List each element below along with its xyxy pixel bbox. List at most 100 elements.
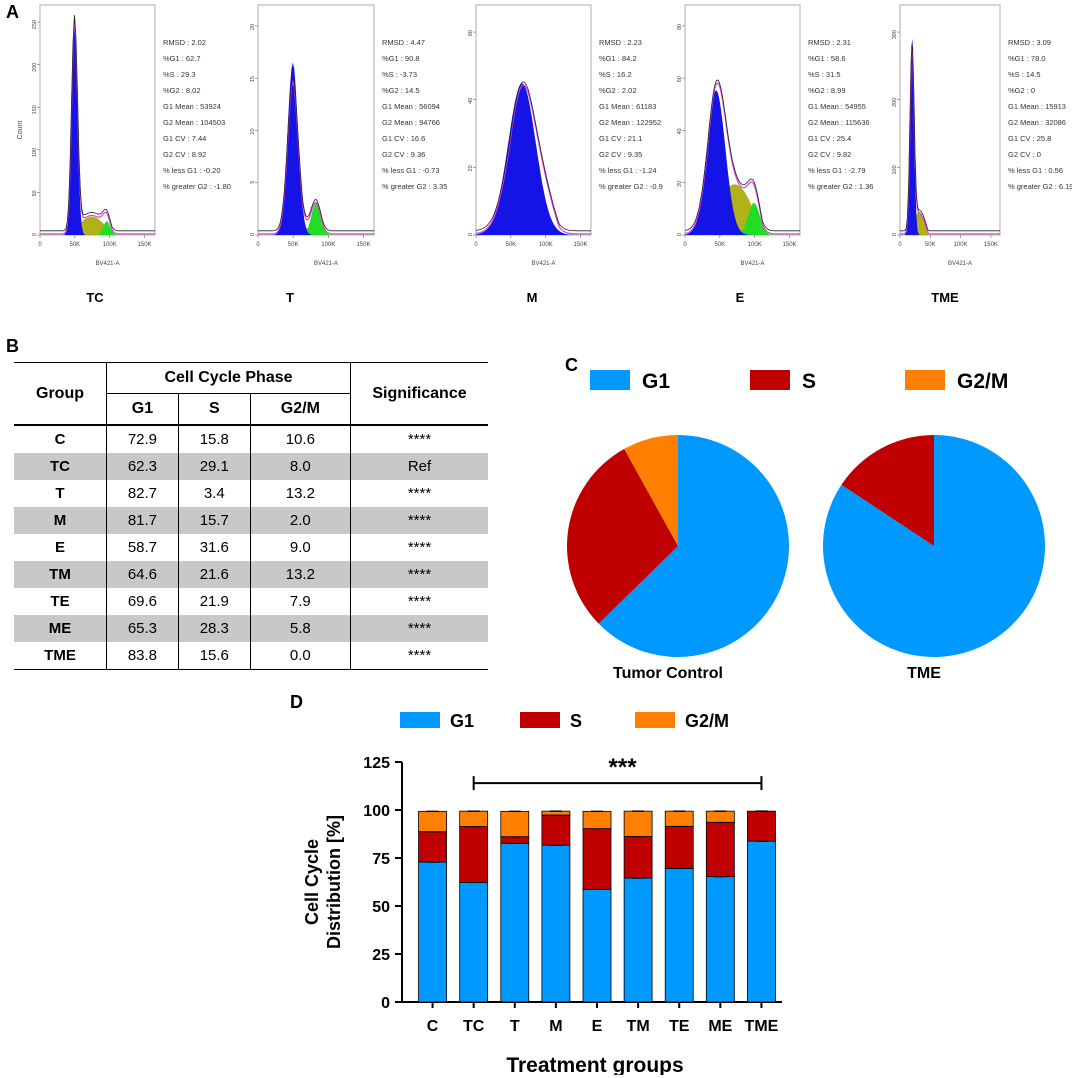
stat-line: %G2 : 0	[1008, 86, 1035, 95]
x-tick-label: T	[510, 1018, 520, 1035]
pie-legend-label: G2/M	[957, 370, 1008, 393]
cell-g2m: 0.0	[249, 642, 351, 670]
cell-g1: 81.7	[106, 507, 179, 534]
flow-plot-tme: 0 100 200 300 0 50K 100K 150K BV421-A RMSD : 3.09…	[892, 4, 1072, 305]
stat-line: %G1 : 84.2	[599, 54, 637, 63]
flow-plot-label: TC	[86, 290, 104, 305]
pie-legend-label: G1	[642, 370, 670, 393]
cell-g1: 83.8	[106, 642, 179, 670]
cell-g2m: 8.0	[249, 453, 351, 480]
x-tick-label: ME	[708, 1018, 732, 1035]
stat-line: % less G1 : -2.79	[808, 166, 866, 175]
y-tick-label: 250	[32, 20, 38, 29]
y-tick-label: 50	[32, 190, 38, 196]
x-axis-label: BV421-A	[531, 261, 555, 267]
bar-s-e	[582, 828, 612, 890]
pie-1: TME	[822, 435, 1045, 682]
model-fit-line	[40, 18, 155, 235]
x-tick-label: 0	[898, 242, 902, 248]
bar-g2m-t	[500, 810, 530, 838]
y-tick-label: 0	[32, 233, 38, 236]
stat-line: G2 CV : 0	[1008, 150, 1041, 159]
cell-sig: ****	[350, 480, 488, 507]
bar-g2m-c	[418, 810, 447, 833]
x-tick-label: 0	[474, 242, 478, 248]
bar-g1-me	[705, 876, 735, 1003]
panel-a-letter: A	[6, 2, 19, 22]
stat-line: G1 CV : 16.6	[382, 134, 425, 143]
g2-phase-fill	[258, 202, 374, 235]
stat-line: G2 Mean : 32086	[1008, 118, 1066, 127]
cell-sig: ****	[350, 642, 488, 670]
x-tick-label: 50K	[715, 242, 726, 248]
stat-line: G1 Mean : 54955	[808, 102, 866, 111]
pie-slice-g1	[598, 435, 789, 657]
stat-line: % greater G2 : 1.36	[808, 182, 873, 191]
cell-s: 31.6	[177, 534, 251, 561]
stat-line: %G2 : 8.99	[808, 86, 846, 95]
cell-sig: ****	[350, 534, 488, 561]
x-tick-label: C	[427, 1018, 439, 1035]
bar-g2m-te	[664, 810, 694, 827]
stat-line: RMSD : 4.47	[382, 38, 425, 47]
x-tick-label: 150K	[984, 242, 998, 248]
stat-line: G1 CV : 25.4	[808, 134, 851, 143]
cell-s: 29.1	[177, 453, 251, 480]
y-tick-label: 40	[468, 98, 474, 104]
x-tick-label: 0	[683, 242, 687, 248]
stat-line: % greater G2 : 3.35	[382, 182, 447, 191]
cell-sig: ****	[350, 588, 488, 615]
stat-line: G1 CV : 25.8	[1008, 134, 1051, 143]
group-header: Group	[14, 362, 107, 426]
panel-d-letter: D	[290, 692, 303, 712]
cell-g2m: 13.2	[249, 480, 351, 507]
x-tick-label: TC	[463, 1018, 485, 1035]
y-tick-label: 75	[372, 851, 390, 868]
x-tick-label: TME	[745, 1018, 779, 1035]
bar-legend-swatch-0	[400, 712, 440, 728]
bar-g2m-tm	[623, 810, 653, 837]
cell-s: 15.7	[177, 507, 251, 534]
s-phase-fill	[900, 212, 1000, 235]
cell-g1: 82.7	[106, 480, 179, 507]
x-tick-label: 100K	[103, 242, 117, 248]
stat-line: %S : 14.5	[1008, 70, 1041, 79]
cell-group: TE	[50, 593, 70, 610]
cell-s: 15.8	[177, 425, 251, 453]
pie-legend-swatch-2	[905, 370, 945, 390]
bar-legend-label: G2/M	[685, 711, 729, 731]
pie-slice-s	[566, 448, 678, 624]
cell-cycle-table: Group Cell Cycle Phase Significance G1 S…	[14, 362, 488, 670]
x-tick-label: E	[592, 1018, 603, 1035]
bar-s-c	[418, 831, 447, 863]
stat-line: RMSD : 2.31	[808, 38, 851, 47]
bar-g1-tme	[747, 840, 776, 1003]
phase-header: Cell Cycle Phase	[106, 362, 351, 394]
bar-s-me	[705, 821, 735, 878]
y-axis-label: Count	[17, 121, 24, 140]
x-tick-label: 50K	[925, 242, 936, 248]
cell-g2m: 5.8	[249, 615, 351, 642]
pie-label: Tumor Control	[613, 665, 723, 682]
cell-g1: 62.3	[106, 453, 179, 480]
bar-g1-m	[541, 844, 571, 1003]
y-tick-label: 100	[363, 803, 390, 820]
stat-line: %G2 : 14.5	[382, 86, 420, 95]
stat-line: % less G1 : -1.24	[599, 166, 657, 175]
x-axis-label: Treatment groups	[506, 1054, 683, 1075]
cell-g2m: 13.2	[249, 561, 351, 588]
x-tick-label: 50K	[506, 242, 517, 248]
table-row: E 58.7 31.6 9.0 ****	[14, 534, 488, 561]
bar-legend-label: S	[570, 711, 582, 731]
pie-legend-label: S	[802, 370, 816, 393]
y-tick-label: 0	[677, 233, 683, 236]
stat-line: G2 Mean : 94766	[382, 118, 440, 127]
cell-g2m: 7.9	[249, 588, 351, 615]
y-tick-label: 100	[892, 165, 898, 174]
stat-line: G2 CV : 9.82	[808, 150, 851, 159]
bar-g1-e	[582, 888, 612, 1003]
cell-group: T	[55, 485, 65, 502]
cell-g1: 64.6	[106, 561, 179, 588]
stat-line: G1 Mean : 56094	[382, 102, 440, 111]
